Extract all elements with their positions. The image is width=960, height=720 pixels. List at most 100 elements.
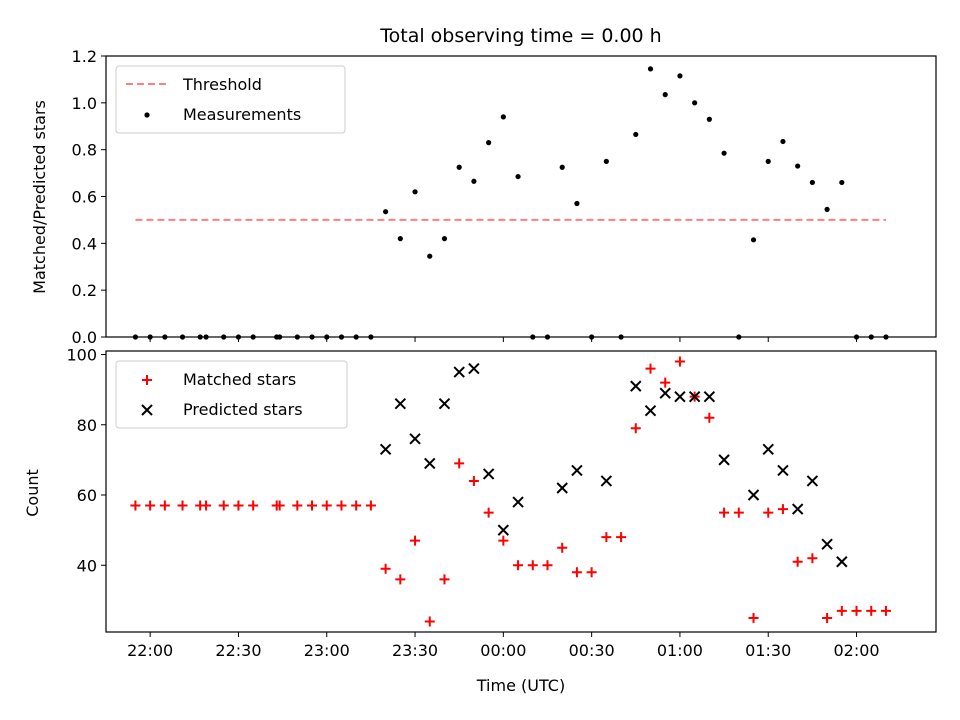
matched-star-point	[645, 363, 656, 374]
measurement-point	[633, 131, 639, 138]
measurement-point	[574, 200, 580, 207]
matched-star-point	[880, 605, 891, 616]
measurement-point	[603, 158, 609, 164]
measurement-point	[412, 189, 418, 195]
predicted-star-point	[600, 475, 613, 487]
measurement-point	[692, 100, 698, 106]
measurement-point	[147, 334, 153, 340]
measurement-point	[589, 334, 595, 340]
matched-star-point	[674, 356, 685, 367]
matched-star-point	[601, 532, 612, 543]
matched-star-point	[292, 500, 303, 511]
top-legend: Threshold Measurements	[115, 65, 346, 134]
bottom-y-axis-title: Count	[23, 469, 42, 517]
matched-star-point	[616, 532, 627, 543]
bottom-legend-box	[115, 360, 348, 429]
x-tick-label: 00:30	[569, 641, 615, 660]
matched-star-point	[733, 507, 744, 518]
bottom-legend: Matched stars Predicted stars	[115, 360, 348, 429]
measurement-point	[530, 334, 536, 340]
measurement-point	[883, 334, 889, 340]
matched-star-point	[201, 500, 212, 511]
matched-star-point	[660, 377, 671, 388]
x-tick-label: 23:30	[392, 641, 438, 660]
measurement-point	[780, 138, 786, 145]
measurement-point	[427, 253, 433, 259]
measurement-point	[647, 66, 654, 72]
matched-star-point	[454, 458, 465, 469]
predicted-star-point	[762, 443, 774, 456]
measurement-point	[309, 334, 315, 340]
predicted-star-point	[468, 362, 480, 375]
matched-star-point	[248, 500, 259, 511]
legend-matched-label: Matched stars	[183, 370, 296, 389]
matched-star-point	[704, 412, 715, 423]
top-chart-title: Total observing time = 0.00 h	[379, 25, 661, 47]
matched-star-point	[557, 542, 568, 553]
matched-star-point	[424, 616, 435, 627]
matched-star-point	[851, 605, 862, 616]
predicted-star-point	[718, 454, 730, 466]
measurement-point	[235, 334, 242, 340]
measurement-point	[809, 179, 815, 186]
bottom-y-tick-label: 100	[66, 346, 97, 365]
measurement-point	[486, 140, 492, 146]
predicted-star-point	[703, 390, 716, 403]
measurement-point	[277, 334, 283, 340]
matched-star-point	[365, 500, 376, 511]
matched-star-point	[586, 567, 597, 578]
measurement-point	[677, 73, 683, 79]
measurement-point	[515, 173, 521, 180]
matched-star-point	[159, 500, 170, 511]
x-tick-label: 22:30	[215, 641, 261, 660]
measurement-point	[765, 158, 771, 164]
predicted-star-point	[674, 390, 686, 403]
legend-measurements-label: Measurements	[183, 105, 301, 124]
matched-star-point	[145, 500, 156, 511]
matched-star-point	[777, 504, 788, 515]
measurement-point	[544, 334, 551, 340]
matched-star-point	[410, 535, 421, 546]
top-y-tick-label: 0.4	[72, 234, 97, 253]
top-plot-area: 0.0 0.2 0.4 0.6 0.8 1.0 1.2 Threshold Measuremen…	[72, 47, 937, 347]
x-tick-label: 01:00	[657, 641, 703, 660]
matched-star-point	[807, 553, 818, 564]
bottom-plot-area: 40 60 80 100 22:00 22:30 23:00 23:30 00:00 00:30 0…	[66, 346, 937, 660]
matched-star-point	[630, 423, 641, 434]
measurement-point	[750, 237, 757, 243]
matched-star-point	[498, 535, 509, 546]
matched-star-point	[380, 563, 391, 574]
matched-star-point	[527, 560, 538, 571]
predicted-star-point	[482, 468, 495, 480]
measurement-point	[618, 334, 624, 340]
measurement-point	[294, 334, 300, 340]
measurement-point	[197, 334, 203, 340]
measurement-point	[471, 178, 477, 184]
x-tick-label: 02:00	[833, 641, 879, 660]
bottom-y-tick-label: 40	[77, 556, 97, 575]
predicted-star-point	[571, 464, 583, 477]
matched-star-point	[483, 507, 494, 518]
predicted-star-point	[688, 390, 701, 403]
matched-star-point	[836, 605, 847, 616]
predicted-star-point	[394, 397, 407, 410]
measurement-point	[500, 114, 506, 120]
predicted-star-point	[659, 387, 671, 399]
measurement-point	[383, 209, 389, 215]
top-y-tick-label: 0.0	[72, 328, 97, 347]
matched-star-point	[513, 560, 524, 571]
top-y-tick-label: 0.2	[72, 281, 97, 300]
predicted-star-point	[424, 457, 436, 470]
legend-matched-swatch	[142, 375, 152, 385]
matched-star-point	[763, 507, 774, 518]
predicted-star-point	[409, 433, 421, 445]
bottom-y-tick-label: 80	[77, 416, 97, 435]
measurement-point	[368, 334, 374, 340]
measurement-point	[353, 334, 359, 340]
measurement-point	[559, 164, 565, 170]
predicted-star-point	[747, 489, 760, 501]
matched-star-point	[748, 612, 759, 623]
measurement-point	[824, 206, 830, 212]
predicted-star-point	[791, 503, 804, 515]
